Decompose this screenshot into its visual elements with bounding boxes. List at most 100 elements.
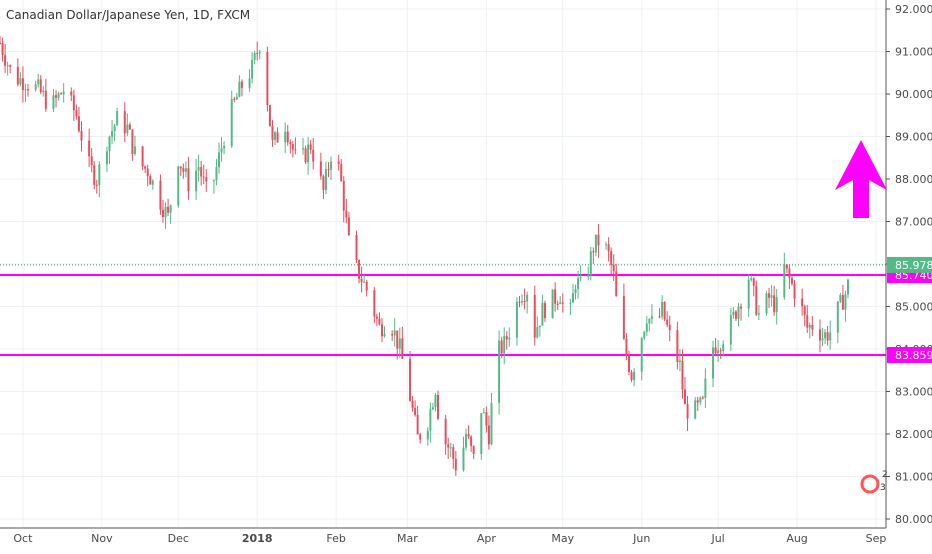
candle-body bbox=[627, 355, 630, 373]
candle-body bbox=[358, 259, 361, 280]
candle-body bbox=[202, 176, 205, 178]
candle-body bbox=[699, 397, 702, 403]
candle-body bbox=[144, 166, 147, 169]
candle-body bbox=[230, 98, 233, 147]
candle-body bbox=[319, 161, 322, 177]
candle-body bbox=[375, 316, 378, 319]
candle-body bbox=[740, 306, 743, 309]
candle-body bbox=[327, 169, 330, 171]
candle-body bbox=[472, 446, 475, 455]
candle-body bbox=[289, 142, 292, 145]
candle-body bbox=[696, 400, 699, 403]
candle-body bbox=[846, 279, 849, 295]
candle-body bbox=[841, 294, 844, 310]
candle-body bbox=[251, 59, 254, 79]
x-tick-label: Dec bbox=[168, 532, 189, 545]
candle-body bbox=[419, 434, 422, 440]
candle-body bbox=[811, 324, 814, 330]
candle-body bbox=[630, 372, 633, 380]
candle-body bbox=[574, 288, 577, 294]
candle-body bbox=[612, 264, 615, 272]
candle-body bbox=[556, 303, 559, 305]
candle-body bbox=[169, 205, 172, 213]
badge-ring-icon bbox=[860, 474, 880, 494]
candle-body bbox=[105, 151, 108, 165]
candle-body bbox=[607, 244, 610, 252]
candle-body bbox=[750, 278, 753, 280]
candle-body bbox=[205, 177, 208, 182]
candle-body bbox=[108, 136, 111, 152]
candle-body bbox=[770, 295, 773, 298]
candle-body bbox=[161, 209, 164, 218]
candle-body bbox=[113, 125, 116, 132]
candle-body bbox=[93, 165, 96, 185]
candle-body bbox=[821, 338, 824, 341]
candle-body bbox=[615, 271, 618, 297]
candle-body bbox=[467, 434, 470, 437]
candle-body bbox=[391, 334, 394, 336]
candle-body bbox=[177, 166, 180, 206]
candle-body bbox=[714, 347, 717, 354]
candle-body bbox=[648, 319, 651, 324]
candle-body bbox=[844, 294, 847, 310]
candle-body bbox=[500, 340, 503, 354]
candle-body bbox=[291, 144, 294, 150]
candle-body bbox=[27, 89, 30, 91]
candle-body bbox=[360, 279, 363, 283]
candle-body bbox=[0, 43, 1, 44]
candle-body bbox=[515, 301, 518, 338]
candle-body bbox=[182, 168, 185, 172]
candle-body bbox=[622, 296, 625, 339]
candle-body bbox=[253, 52, 256, 60]
candle-body bbox=[561, 302, 564, 304]
candle-body bbox=[505, 336, 508, 340]
candle-body bbox=[732, 311, 735, 315]
candle-body bbox=[98, 164, 101, 186]
candle-body bbox=[719, 350, 722, 352]
y-tick-label: 82.000 bbox=[895, 428, 932, 441]
candle-body bbox=[571, 293, 574, 303]
candle-body bbox=[271, 125, 274, 140]
candle-body bbox=[90, 156, 93, 166]
candle-body bbox=[431, 407, 434, 410]
candle-body bbox=[393, 330, 396, 336]
candle-body bbox=[577, 278, 580, 289]
chart-title: Canadian Dollar/Japanese Yen, 1D, FXCM bbox=[6, 8, 251, 22]
candle-body bbox=[429, 409, 432, 431]
candle-body bbox=[712, 347, 715, 379]
candle-body bbox=[133, 146, 136, 154]
candle-body bbox=[536, 327, 539, 338]
candle-body bbox=[434, 394, 437, 408]
candle-body bbox=[6, 65, 9, 67]
candle-body bbox=[309, 144, 312, 150]
candle-body bbox=[806, 315, 809, 328]
candle-body bbox=[765, 293, 768, 314]
candle-body bbox=[826, 332, 829, 341]
candle-body bbox=[116, 111, 119, 126]
candle-body bbox=[658, 316, 661, 318]
y-tick-label: 89.000 bbox=[895, 131, 932, 144]
x-tick-label: Oct bbox=[13, 532, 33, 545]
candle-body bbox=[347, 217, 350, 236]
x-tick-label: Aug bbox=[786, 532, 807, 545]
candle-body bbox=[775, 297, 778, 313]
candle-body bbox=[768, 293, 771, 298]
candle-body bbox=[337, 161, 340, 164]
candle-body bbox=[240, 81, 243, 88]
candle-body bbox=[454, 458, 457, 471]
x-tick-label: Mar bbox=[397, 532, 418, 545]
up-arrow-icon bbox=[835, 140, 887, 218]
candle-body bbox=[383, 334, 386, 337]
candle-body bbox=[123, 111, 126, 134]
candle-body bbox=[197, 167, 200, 171]
candle-body bbox=[839, 294, 842, 302]
x-tick-label: Jun bbox=[632, 532, 650, 545]
candle-body bbox=[757, 313, 760, 315]
candle-body bbox=[44, 90, 47, 109]
candle-body bbox=[408, 358, 411, 401]
candle-body bbox=[70, 91, 73, 96]
candle-body bbox=[661, 302, 664, 317]
candle-body bbox=[508, 337, 511, 340]
